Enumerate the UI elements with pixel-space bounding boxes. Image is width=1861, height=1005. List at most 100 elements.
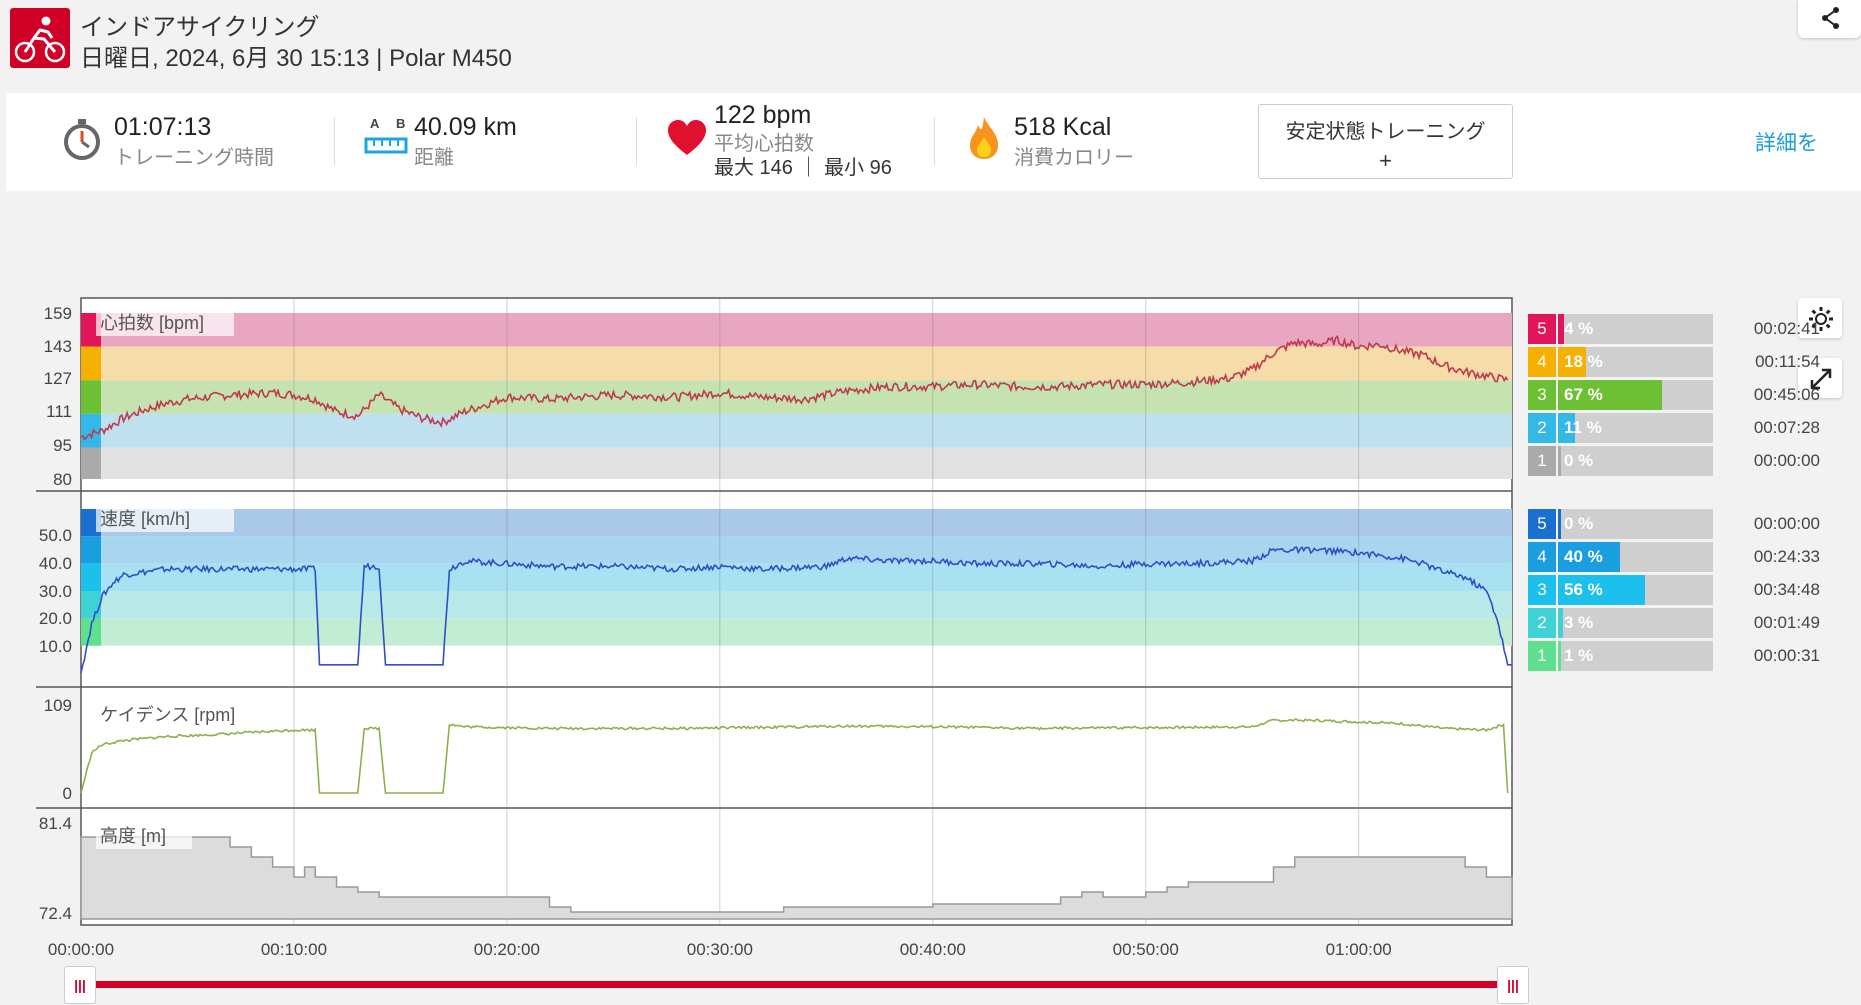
details-link[interactable]: 詳細を	[1755, 132, 1818, 155]
speed-zone-time: 00:00:31	[1753, 646, 1820, 665]
calories-label: 消費カロリー	[1014, 147, 1134, 169]
zone-band	[81, 413, 1512, 448]
panel-title: 心拍数 [bpm]	[100, 313, 204, 333]
zone-band-marker	[81, 563, 101, 591]
duration-label: トレーニング時間	[114, 147, 274, 169]
hr-zone-track: 0 %	[1558, 446, 1713, 476]
hr-zone-number: 3	[1528, 380, 1556, 410]
hr-zone-track: 67 %	[1558, 380, 1713, 410]
x-tick-label: 00:30:00	[687, 940, 753, 959]
activity-title: インドアサイクリング	[80, 14, 320, 41]
speed-zone-fill	[1558, 575, 1645, 605]
y-tick-label: 143	[44, 337, 72, 356]
hr-zone-track: 11 %	[1558, 413, 1713, 443]
speed-zone-time: 00:01:49	[1753, 613, 1820, 632]
speed-zone-row: 3 56 % 00:34:48	[1528, 575, 1848, 605]
y-tick-label: 20.0	[39, 609, 72, 628]
speed-zone-number: 1	[1528, 641, 1556, 671]
calories-value: 518 Kcal	[1014, 113, 1112, 141]
hr-zone-time: 00:45:06	[1753, 385, 1820, 404]
hr-zone-row: 1 0 % 00:00:00	[1528, 446, 1848, 476]
speed-zone-number: 2	[1528, 608, 1556, 638]
zone-band-marker	[81, 346, 101, 381]
hr-zone-time: 00:11:54	[1755, 352, 1820, 371]
speed-zone-fill	[1558, 608, 1563, 638]
y-tick-label: 127	[44, 369, 72, 388]
speed-zone-time: 00:24:33	[1753, 547, 1820, 566]
zone-band-marker	[81, 447, 101, 479]
hr-zone-number: 4	[1528, 347, 1556, 377]
hr-zone-row: 2 11 % 00:07:28	[1528, 413, 1848, 443]
hr-zone-fill	[1558, 347, 1586, 377]
zone-band-marker	[81, 413, 101, 448]
chart-settings-button[interactable]	[1798, 298, 1842, 338]
speed-zone-fill	[1558, 641, 1561, 671]
panel-title: 速度 [km/h]	[100, 509, 190, 529]
y-tick-label: 95	[53, 436, 72, 455]
hr-zone-time: 00:07:28	[1753, 418, 1820, 437]
y-tick-label: 10.0	[39, 637, 72, 656]
speed-zone-percent: 40 %	[1564, 547, 1603, 566]
speed-zone-fill	[1558, 542, 1620, 572]
divider	[334, 117, 335, 165]
avg-hr-label: 平均心拍数	[714, 133, 814, 155]
panel-title: 高度 [m]	[100, 826, 166, 846]
summary-bar: 01:07:13 トレーニング時間 A B 40.09 km 距離 122 bp…	[6, 93, 1861, 191]
speed-zone-track: 1 %	[1558, 641, 1713, 671]
zone-band	[81, 313, 1512, 347]
range-end-handle[interactable]: |||	[1497, 966, 1529, 1004]
speed-zone-track: 3 %	[1558, 608, 1713, 638]
zone-band	[81, 509, 1512, 537]
expand-icon	[1810, 368, 1832, 390]
steady-state-training-button[interactable]: 安定状態トレーニング +	[1258, 104, 1513, 179]
zone-band	[81, 447, 1512, 479]
y-tick-label: 50.0	[39, 526, 72, 545]
gear-icon	[1809, 307, 1833, 331]
speed-zone-row: 2 3 % 00:01:49	[1528, 608, 1848, 638]
speed-zone-number: 3	[1528, 575, 1556, 605]
panel-label-bg	[96, 506, 234, 532]
share-button[interactable]	[1798, 0, 1861, 38]
hr-zone-percent: 4 %	[1564, 319, 1594, 338]
hr-zone-row: 3 67 % 00:45:06	[1528, 380, 1848, 410]
divider	[934, 117, 935, 165]
series-line	[80, 718, 1509, 794]
speed-zone-row: 4 40 % 00:24:33	[1528, 542, 1848, 572]
hr-zone-percent: 0 %	[1564, 451, 1594, 470]
panel-label-bg	[96, 702, 262, 728]
y-tick-label: 111	[46, 402, 72, 421]
panel-label-bg	[96, 310, 234, 336]
hr-zone-time: 00:02:41	[1753, 319, 1820, 338]
speed-zone-percent: 0 %	[1564, 514, 1594, 533]
hr-zone-row: 4 18 % 00:11:54	[1528, 347, 1848, 377]
expand-chart-button[interactable]	[1798, 358, 1842, 398]
panel-label-bg	[96, 823, 192, 849]
speed-zone-row: 5 0 % 00:00:00	[1528, 509, 1848, 539]
speed-zone-number: 4	[1528, 542, 1556, 572]
zone-band	[81, 346, 1512, 381]
distance-label: 距離	[414, 147, 454, 169]
speed-zone-number: 5	[1528, 509, 1556, 539]
hr-zone-track: 4 %	[1558, 314, 1713, 344]
hr-zone-fill	[1558, 446, 1561, 476]
share-icon	[1822, 7, 1839, 29]
x-tick-label: 00:00:00	[48, 940, 114, 959]
activity-subtitle: 日曜日, 2024, 6月 30 15:13 | Polar M450	[80, 45, 512, 72]
y-tick-label: 159	[44, 304, 72, 323]
altitude-area	[80, 836, 1513, 920]
hr-zone-percent: 18 %	[1564, 352, 1603, 371]
heart-icon	[668, 120, 706, 155]
series-line	[80, 334, 1509, 441]
speed-zone-percent: 56 %	[1564, 580, 1603, 599]
y-tick-label: 80	[53, 470, 72, 489]
hr-zone-percent: 11 %	[1564, 418, 1602, 437]
zone-band-marker	[81, 380, 101, 414]
zone-band	[81, 380, 1512, 414]
hr-zone-fill	[1558, 380, 1662, 410]
time-range-bar[interactable]	[80, 981, 1512, 988]
range-start-handle[interactable]: |||	[64, 966, 96, 1004]
stopwatch-icon	[64, 119, 100, 160]
speed-zone-time: 00:00:00	[1753, 514, 1820, 533]
hr-zone-number: 1	[1528, 446, 1556, 476]
